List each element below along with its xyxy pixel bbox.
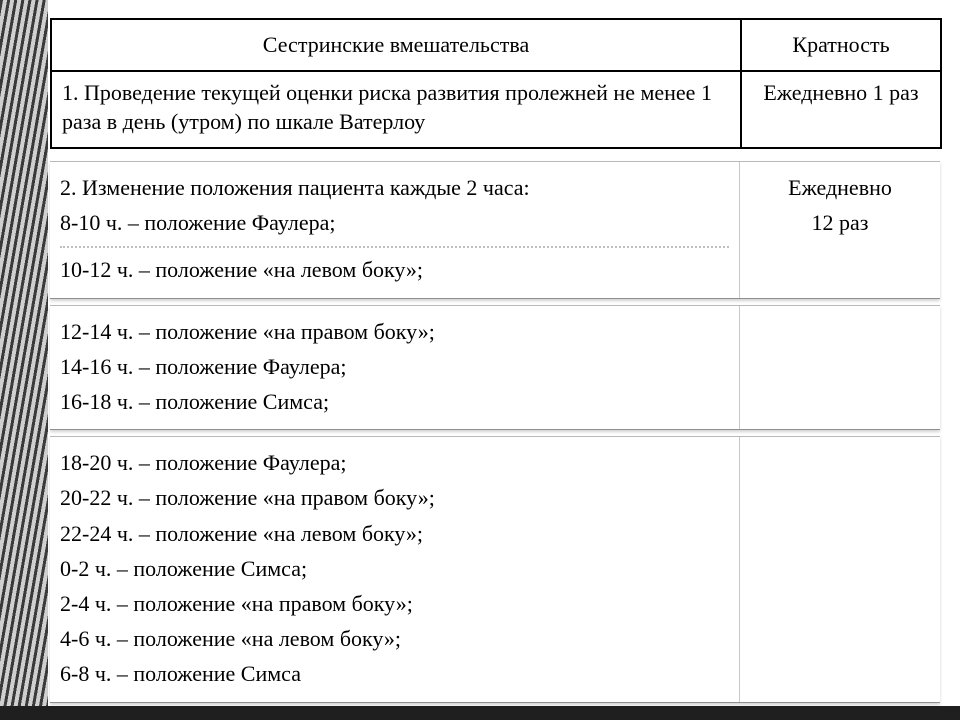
- card-line: 22-24 ч. – положение «на левом боку»;: [60, 516, 729, 551]
- frequency-line-2: 12 раз: [750, 205, 930, 240]
- card-line: 14-16 ч. – положение Фаулера;: [60, 349, 729, 384]
- card-line: 16-18 ч. – положение Симса;: [60, 384, 729, 419]
- card-frequency: [740, 437, 940, 701]
- schedule-card: 12-14 ч. – положение «на правом боку»; 1…: [50, 305, 940, 431]
- content-area: Сестринские вмешательства Кратность 1. П…: [50, 18, 940, 703]
- interventions-header-table: Сестринские вмешательства Кратность 1. П…: [50, 18, 942, 149]
- cell-intervention: 1. Проведение текущей оценки риска разви…: [51, 71, 741, 148]
- card-line: 0-2 ч. – положение Симса;: [60, 551, 729, 586]
- card-line: 12-14 ч. – положение «на правом боку»;: [60, 314, 729, 349]
- card-frequency: [740, 306, 940, 430]
- decor-hatch-left: [0, 0, 48, 720]
- frequency-line-1: Ежедневно: [763, 80, 867, 105]
- card-line: 18-20 ч. – положение Фаулера;: [60, 445, 729, 480]
- table-header-row: Сестринские вмешательства Кратность: [51, 19, 941, 71]
- card-intervention: 18-20 ч. – положение Фаулера; 20-22 ч. –…: [50, 437, 740, 701]
- card-line: 2-4 ч. – положение «на правом боку»;: [60, 586, 729, 621]
- schedule-card: 18-20 ч. – положение Фаулера; 20-22 ч. –…: [50, 436, 940, 702]
- card-line: 6-8 ч. – положение Симса: [60, 656, 729, 691]
- frequency-line-1: Ежедневно: [750, 170, 930, 205]
- frequency-line-2: 1 раз: [873, 80, 919, 105]
- card-line: 8-10 ч. – положение Фаулера;: [60, 205, 729, 240]
- card-intervention: 2. Изменение положения пациента каждые 2…: [50, 162, 740, 298]
- card-intervention: 12-14 ч. – положение «на правом боку»; 1…: [50, 306, 740, 430]
- header-intervention: Сестринские вмешательства: [51, 19, 741, 71]
- table-row: 1. Проведение текущей оценки риска разви…: [51, 71, 941, 148]
- cell-frequency: Ежедневно 1 раз: [741, 71, 941, 148]
- card-frequency: Ежедневно 12 раз: [740, 162, 940, 298]
- schedule-cards: 2. Изменение положения пациента каждые 2…: [50, 161, 940, 702]
- card-line: 2. Изменение положения пациента каждые 2…: [60, 170, 729, 205]
- schedule-card: 2. Изменение положения пациента каждые 2…: [50, 161, 940, 299]
- card-line: 10-12 ч. – положение «на левом боку»;: [60, 252, 729, 287]
- card-line: 20-22 ч. – положение «на правом боку»;: [60, 480, 729, 515]
- header-frequency: Кратность: [741, 19, 941, 71]
- dotted-separator: [60, 246, 729, 248]
- card-line: 4-6 ч. – положение «на левом боку»;: [60, 621, 729, 656]
- page: Сестринские вмешательства Кратность 1. П…: [0, 0, 960, 720]
- decor-bottom-strip: [0, 706, 960, 720]
